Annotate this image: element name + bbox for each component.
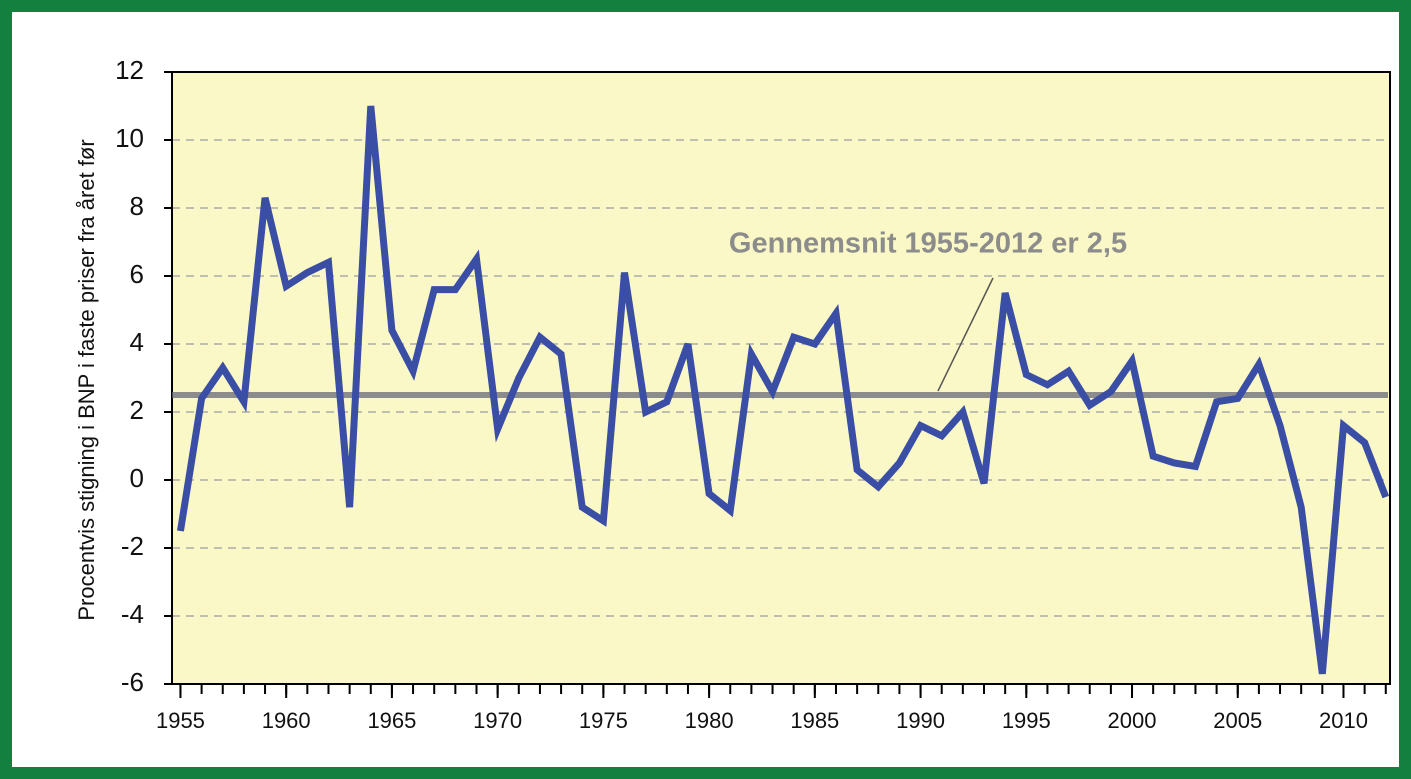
x-tick-label: 2000 (1108, 708, 1157, 733)
y-tick-label: 4 (130, 327, 144, 357)
x-tick-label: 1960 (262, 708, 311, 733)
x-tick-label: 2005 (1213, 708, 1262, 733)
annotation: Gennemsnit 1955-2012 er 2,5 (729, 228, 1127, 260)
x-tick-label: 1995 (1002, 708, 1051, 733)
y-tick-label: -2 (121, 531, 144, 561)
y-tick-label: 10 (115, 123, 144, 153)
y-tick-label: 2 (130, 395, 144, 425)
x-tick-label: 1975 (579, 708, 628, 733)
y-tick-label: 0 (130, 463, 144, 493)
x-tick-label: 1955 (156, 708, 205, 733)
y-tick-label: 8 (130, 191, 144, 221)
y-tick-label: -6 (121, 667, 144, 697)
y-tick-label: 6 (130, 259, 144, 289)
x-tick-label: 2010 (1319, 708, 1368, 733)
y-tick-label: 12 (115, 55, 144, 85)
x-tick-label: 1980 (685, 708, 734, 733)
data-line (177, 105, 1390, 675)
x-tick-label: 1990 (896, 708, 945, 733)
y-axis-label: Procentvis stigning i BNP i faste priser… (74, 139, 99, 620)
x-tick-label: 1970 (473, 708, 522, 733)
y-tick-label: -4 (121, 599, 144, 629)
annotation-pointer (937, 277, 994, 392)
plot-border (171, 71, 1391, 685)
x-tick-label: 1965 (367, 708, 416, 733)
x-tick-label: 1985 (790, 708, 839, 733)
